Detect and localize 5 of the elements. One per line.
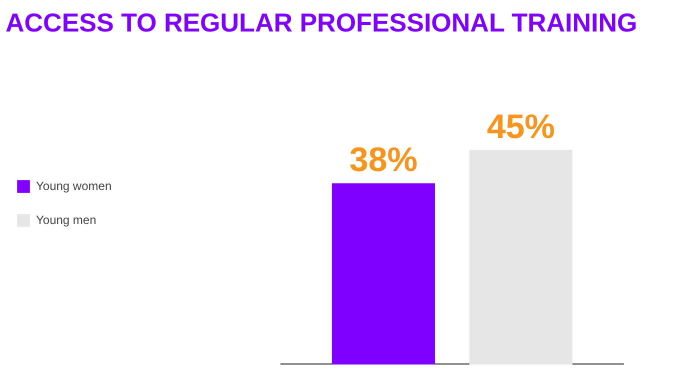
data-label: 38% [349, 141, 418, 180]
legend-label: Young men [36, 213, 96, 227]
legend-label: Young women [36, 179, 112, 193]
chart-title: ACCESS TO REGULAR PROFESSIONAL TRAINING [6, 8, 638, 38]
data-label: 45% [486, 108, 555, 146]
